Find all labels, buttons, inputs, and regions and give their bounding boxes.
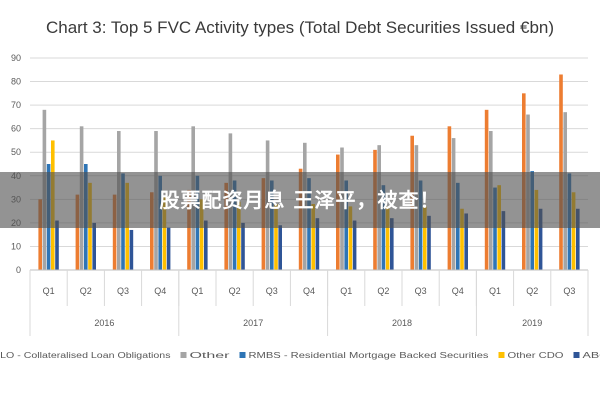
bar — [538, 208, 543, 270]
y-axis-tick-labels: 0102030405060708090 — [11, 53, 21, 275]
bar — [278, 225, 282, 270]
bar — [390, 218, 394, 270]
x-tick-label: Q3 — [563, 286, 575, 296]
legend-swatch — [573, 352, 580, 358]
y-tick-label: 50 — [11, 147, 21, 157]
bar — [427, 215, 431, 270]
year-label: 2016 — [94, 318, 114, 328]
bar — [534, 189, 539, 270]
legend-item: RMBS - Residential Mortgage Backed Secur… — [239, 351, 489, 360]
x-tick-label: Q1 — [43, 286, 55, 296]
bar — [75, 194, 80, 270]
legend: CLO - Collateralised Loan Obligations Oth… — [0, 351, 600, 360]
bar — [423, 206, 427, 270]
bar — [464, 213, 468, 270]
legend-item: Other — [180, 351, 231, 360]
x-tick-label: Q1 — [191, 286, 203, 296]
year-label: 2018 — [392, 318, 412, 328]
x-tick-label: Q3 — [266, 286, 278, 296]
bar — [166, 227, 171, 270]
y-tick-label: 90 — [11, 53, 21, 63]
year-label: 2017 — [243, 318, 263, 328]
legend-item: CLO - Collateralised Loan Obligations — [0, 351, 171, 360]
bar — [162, 196, 167, 270]
bar — [38, 199, 42, 270]
y-tick-label: 80 — [11, 77, 21, 87]
bar — [348, 206, 353, 270]
x-tick-label: Q3 — [415, 286, 427, 296]
y-tick-label: 10 — [11, 241, 21, 251]
legend-label: RMBS - Residential Mortgage Backed Secur… — [249, 351, 489, 360]
watermark-text: 股票配资月息 王泽平，被查！ — [159, 188, 441, 212]
bar — [241, 222, 245, 270]
x-tick-label: Q4 — [452, 286, 464, 296]
bar — [501, 211, 506, 270]
legend-label: CLO - Collateralised Loan Obligations — [0, 351, 171, 360]
chart-title: Chart 3: Top 5 FVC Activity types (Total… — [45, 18, 555, 37]
bar — [92, 222, 96, 270]
legend-item: Other CDO — [498, 351, 564, 360]
year-label: 2019 — [522, 318, 542, 328]
bar — [204, 220, 208, 270]
bar — [460, 208, 464, 270]
x-tick-label: Q1 — [489, 286, 501, 296]
watermark-banner: 股票配资月息 王泽平，被查！ — [0, 172, 600, 228]
legend-label: ABCP — [583, 351, 600, 360]
legend-swatch — [498, 352, 505, 358]
x-tick-label: Q4 — [154, 286, 166, 296]
bar — [129, 229, 134, 270]
x-tick-label: Q2 — [80, 286, 92, 296]
bar — [571, 192, 576, 270]
bar — [199, 199, 204, 270]
legend-item: ABCP — [573, 351, 600, 360]
legend-label: Other CDO — [508, 351, 564, 360]
x-axis: Q1 Q2 Q3 Q4 Q1 Q2 Q3 Q4 Q1 Q2 Q3 Q4 Q1 Q2 Q3 2016 2017 20… — [29, 269, 589, 336]
bar — [385, 206, 390, 270]
bar — [352, 220, 357, 270]
bar — [55, 220, 59, 270]
x-tick-label: Q3 — [117, 286, 129, 296]
bar — [112, 194, 117, 270]
bar — [150, 192, 154, 270]
bar — [187, 189, 191, 270]
legend-label: Other — [190, 351, 231, 360]
x-tick-label: Q2 — [377, 286, 389, 296]
x-tick-label: Q1 — [340, 286, 352, 296]
x-tick-label: Q2 — [526, 286, 538, 296]
y-tick-label: 0 — [16, 265, 21, 275]
legend-swatch — [180, 352, 187, 358]
bar — [315, 218, 320, 270]
y-tick-label: 60 — [11, 124, 21, 134]
bar — [311, 204, 315, 270]
y-tick-label: 70 — [11, 100, 21, 110]
x-tick-label: Q4 — [303, 286, 315, 296]
bar — [274, 204, 278, 270]
x-tick-label: Q2 — [229, 286, 241, 296]
bar — [576, 208, 580, 270]
bar — [493, 187, 497, 270]
legend-swatch — [239, 352, 246, 358]
series-bars — [55, 208, 580, 270]
bar — [237, 201, 241, 270]
